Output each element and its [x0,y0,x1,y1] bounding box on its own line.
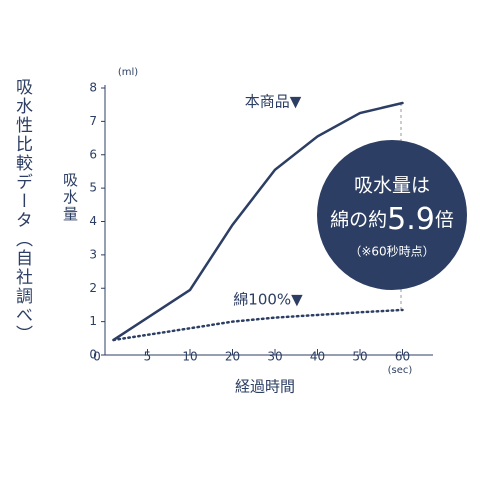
y-tick-label: 2 [89,281,97,295]
x-axis-label: 経過時間 [235,378,295,396]
y-axis-label: 吸水量 [61,172,79,223]
side-title: 吸水性比較データ（自社調べ） [12,78,32,344]
x-tick-label: 40 [310,350,325,364]
x-tick-label: 60 [395,350,410,364]
y-tick-label: 6 [89,147,97,161]
y-tick-label: 3 [89,247,97,261]
y-tick-label: 0 [89,348,97,362]
series-line [112,308,404,342]
x-tick-label: 10 [182,350,197,364]
callout-number: 5.9 [387,202,435,237]
x-unit: (sec) [388,365,413,376]
x-tick-label: 5 [144,350,152,364]
series-label: 綿100%▼ [233,291,303,309]
x-tick-label: 20 [225,350,240,364]
series-label: 本商品▼ [245,93,302,111]
callout-text: 倍 [435,209,454,231]
y-tick-label: 5 [89,181,97,195]
y-tick-label: 4 [89,214,97,228]
callout-circle [317,140,467,290]
x-tick-label: 50 [352,350,367,364]
y-tick-label: 1 [89,314,97,328]
callout-line1: 吸水量は [354,175,430,197]
y-tick-label: 7 [89,114,97,128]
callout-line3: （※60秒時点） [349,245,434,259]
callout-text: 綿の約 [330,209,387,231]
x-tick-label: 0 [93,350,101,364]
x-tick-label: 30 [267,350,282,364]
y-tick-label: 8 [89,81,97,95]
series-line [112,101,404,342]
callout-line2: 綿の約5.9倍 [330,202,454,237]
y-unit: (ml) [118,67,138,78]
